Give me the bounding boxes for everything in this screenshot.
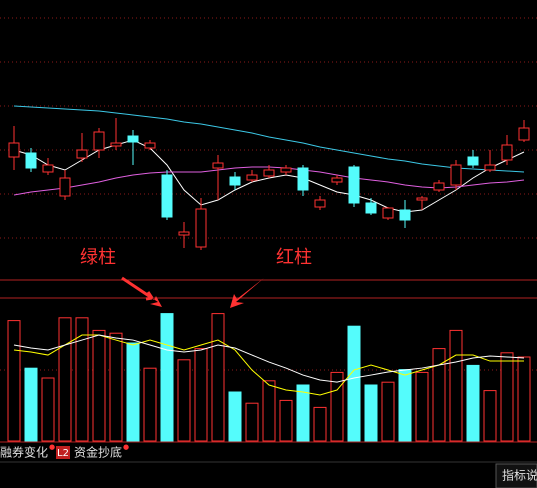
candle-body [144, 142, 156, 149]
arrow-head [230, 278, 264, 308]
volume-bar [381, 381, 395, 442]
candle-body [59, 177, 71, 197]
volume-bar [262, 380, 276, 442]
candle-body [450, 164, 462, 186]
candle-body [110, 142, 122, 147]
candle-body [348, 166, 360, 204]
volume-bar [296, 384, 310, 442]
candle-body [433, 182, 445, 191]
volume-bar [143, 367, 157, 442]
button-label[interactable]: 指标说 [502, 468, 537, 483]
candle-body [314, 199, 326, 208]
volume-bar [432, 348, 446, 442]
candle-body [416, 197, 428, 201]
arrow [121, 276, 154, 301]
ma-line [13, 105, 525, 173]
candle-body [399, 209, 411, 221]
tab-bar [0, 443, 537, 462]
volume-bar [75, 317, 89, 442]
tab-marker: ● [123, 443, 129, 451]
volume-bar [92, 329, 106, 442]
candle-body [212, 162, 224, 169]
candle-body [8, 142, 20, 158]
volume-bar [313, 406, 327, 442]
candle-body [501, 144, 513, 161]
candle-body [195, 208, 207, 248]
tab[interactable]: 融券变化 [0, 445, 48, 460]
volume-bar [483, 390, 497, 442]
volume-ma-line [13, 334, 525, 383]
candle-body [263, 169, 275, 177]
candle-body [246, 174, 258, 181]
candle-body [280, 167, 292, 173]
annotation: 绿柱 [80, 247, 116, 268]
volume-bar [126, 342, 140, 442]
candle-body [382, 207, 394, 219]
volume-bar [177, 359, 191, 442]
volume-bar [330, 371, 344, 442]
candle-body [178, 231, 190, 236]
volume-bar [398, 369, 412, 442]
candle-body [25, 152, 37, 169]
candle-body [518, 127, 530, 141]
marks [7, 105, 531, 442]
candle-body [484, 164, 496, 171]
arrow-head [118, 276, 162, 307]
volume-bar [24, 367, 38, 442]
volume-bar [7, 320, 21, 442]
volume-bar [160, 313, 174, 442]
button[interactable] [495, 463, 537, 488]
volume-bar [449, 329, 463, 442]
candle-body [297, 167, 309, 191]
volume-bar [228, 391, 242, 442]
tab-badge [56, 446, 70, 459]
candle-body [127, 135, 139, 143]
volume-bar [41, 377, 55, 442]
candle-body [365, 202, 377, 214]
tab[interactable]: 资金抄底 [74, 445, 122, 460]
volume-bar [245, 402, 259, 442]
volume-bar [517, 356, 531, 442]
volume-bar [466, 364, 480, 442]
volume-bar [364, 384, 378, 442]
candle-body [229, 176, 241, 186]
volume-bar [347, 325, 361, 442]
volume-bar [194, 348, 208, 442]
candle-body [42, 164, 54, 173]
volume-bar [211, 313, 225, 442]
volume-bar [109, 332, 123, 442]
candle-body [161, 174, 173, 218]
candle-body [93, 131, 105, 151]
candle-body [331, 177, 343, 183]
annotation: 红柱 [276, 247, 312, 268]
candle-body [467, 156, 479, 166]
volume-bar [279, 399, 293, 442]
volume-bar [415, 371, 429, 442]
grid [0, 17, 537, 371]
tab[interactable]: L2 [57, 448, 69, 459]
candle-body [76, 149, 88, 159]
volume-bar [500, 352, 514, 442]
volume-bar [58, 317, 72, 442]
tab-marker: ● [49, 443, 55, 451]
